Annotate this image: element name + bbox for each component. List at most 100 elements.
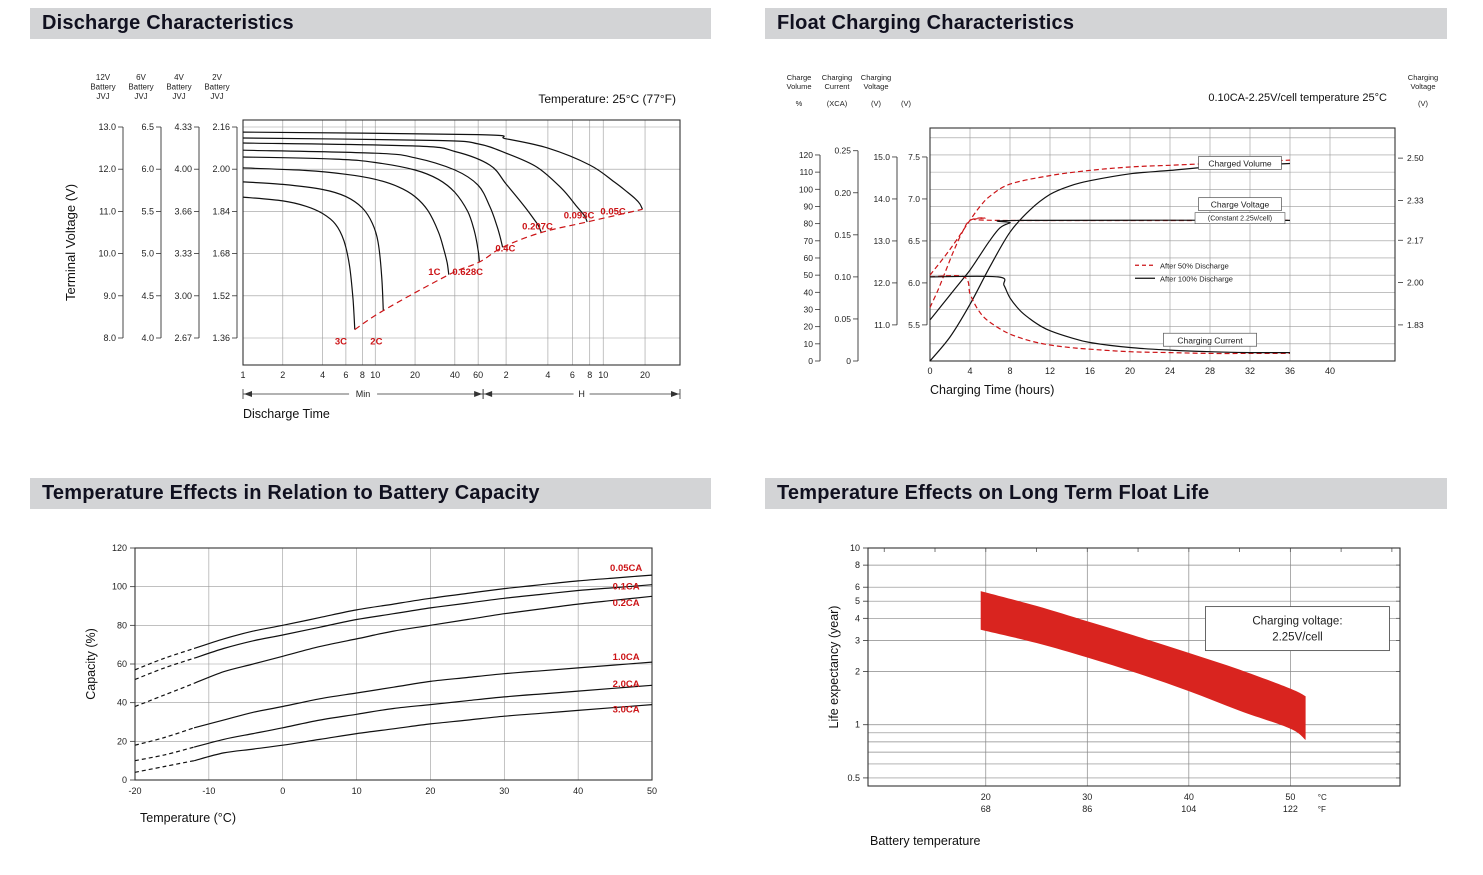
- curve-label-2.0CA: 2.0CA: [613, 679, 640, 690]
- series-label: Charging Current: [1177, 335, 1243, 345]
- y-tick-label: 15.0: [873, 152, 890, 162]
- x-tick-label: 40: [1325, 366, 1335, 376]
- x-tick-label-celsius: 20: [981, 792, 991, 802]
- y-tick-label: 80: [117, 620, 127, 630]
- label-box: [1198, 156, 1282, 170]
- y-tick-label: 8: [855, 560, 860, 570]
- celsius-unit-label: °C: [1318, 793, 1327, 802]
- x-tick-label-celsius: 50: [1285, 792, 1295, 802]
- float-charging-curves: Charged Volume Charge Voltage (Constant 2.…: [929, 156, 1291, 362]
- y-tick-label: 7.5: [908, 152, 920, 162]
- y-tick-label: 2.50: [1407, 153, 1424, 163]
- y-tick-label: 11.0: [874, 320, 890, 330]
- x-tick-label: 8: [1007, 366, 1012, 376]
- curve-0.1CA: [193, 584, 653, 659]
- x-tick-label: 10: [598, 370, 608, 380]
- x-tick-label: 16: [1085, 366, 1095, 376]
- arrowhead-left: [244, 391, 252, 397]
- y-axis-header: JVJ: [210, 92, 223, 101]
- y-tick-label: 4.33: [174, 122, 192, 132]
- y-tick-label: 120: [799, 150, 813, 160]
- y-tick-label: 0: [808, 356, 813, 366]
- x-tick-label: 50: [647, 786, 657, 796]
- y-tick-label: 12.0: [98, 164, 116, 174]
- y-tick-label: 2.00: [1407, 278, 1424, 288]
- y-tick-label: 2: [855, 667, 860, 677]
- axis-unit: (XCA): [827, 99, 848, 108]
- curve-charge-voltage-after-50pct-discharge: [929, 217, 1291, 308]
- arrow-label-bg: [349, 388, 378, 400]
- x-tick-label: 30: [499, 786, 509, 796]
- legend-label: After 100% Discharge: [1160, 274, 1233, 283]
- y-axis-header: 12V: [96, 73, 111, 82]
- x-tick-label: 6: [343, 370, 348, 380]
- y-tick-label: 4.0: [141, 333, 154, 343]
- x-tick-label: -10: [202, 786, 215, 796]
- y-axis-header: Battery: [204, 83, 229, 92]
- curve-label-0.628C: 0.628C: [452, 267, 483, 278]
- y-tick-label: 3.00: [174, 291, 192, 301]
- y-tick-label: 2.00: [212, 164, 230, 174]
- y-tick-label: 13.0: [98, 122, 116, 132]
- series-label: Charge Voltage: [1211, 200, 1270, 210]
- y-tick-label: 90: [804, 201, 814, 211]
- x-axis-title: Charging Time (hours): [930, 383, 1054, 397]
- curve-dashed-0.2CA: [134, 682, 195, 708]
- y-tick-label: 1.52: [212, 291, 230, 301]
- curve-label-0.1CA: 0.1CA: [613, 582, 640, 593]
- y-tick-label: 5.5: [141, 206, 154, 216]
- y-tick-label: 6.0: [908, 278, 920, 288]
- x-tick-label-celsius: 40: [1184, 792, 1194, 802]
- curve-3C: [242, 196, 356, 330]
- y-axis-header: 6V: [136, 73, 146, 82]
- curve-0.2CA: [193, 595, 653, 684]
- curve-charge-voltage-after-100pct-discharge: [929, 219, 1291, 321]
- panel-title: Float Charging Characteristics: [777, 12, 1075, 34]
- y-axis-header: Battery: [90, 83, 115, 92]
- capacity-curves: 0.05CA 0.1CA 0.2CA 1.0CA 2.0CA 3.0CA: [134, 563, 653, 773]
- x-tick-label: 12: [1045, 366, 1055, 376]
- y-tick-label: 14.0: [873, 194, 890, 204]
- curve-label-0.4C: 0.4C: [495, 244, 515, 255]
- arrowhead-left: [484, 391, 493, 397]
- panel-header-temp-float-life: Temperature Effects on Long Term Float L…: [765, 478, 1447, 509]
- y-axis-header: JVJ: [172, 92, 185, 101]
- x-tick-label: 40: [573, 786, 583, 796]
- y-tick-label: 6: [855, 582, 860, 592]
- y-tick-label: 70: [804, 236, 814, 246]
- y-tick-label: 0.10: [834, 272, 851, 282]
- plot-border: [929, 127, 1396, 362]
- y-tick-label: 6.5: [141, 122, 154, 132]
- axis-header: Voltage: [863, 82, 888, 91]
- x-axis-title: Temperature (°C): [140, 811, 236, 825]
- y-tick-label: 5.5: [908, 320, 920, 330]
- x-axis-title: Battery temperature: [870, 834, 981, 848]
- x-tick-label: 20: [425, 786, 435, 796]
- x-tick-label: 2: [504, 370, 509, 380]
- y-tick-label: 40: [117, 698, 127, 708]
- curve-0.05CA: [193, 574, 653, 650]
- y-tick-label: 2.33: [1407, 195, 1424, 205]
- label-box: [1198, 197, 1282, 212]
- curve-1.0CA: [193, 661, 653, 729]
- curve-charging-current-after-100pct-discharge: [929, 275, 1291, 354]
- y-tick-label: 4: [855, 613, 860, 623]
- curve-label-0.2CA: 0.2CA: [613, 598, 640, 609]
- curve-label-3.0CA: 3.0CA: [613, 704, 640, 715]
- panel-title: Discharge Characteristics: [42, 12, 294, 34]
- x-tick-label: 10: [370, 370, 380, 380]
- y-tick-label: 0.05: [834, 314, 851, 324]
- x-tick-label: 28: [1205, 366, 1215, 376]
- panel-title: Temperature Effects in Relation to Batte…: [42, 482, 540, 504]
- y-tick-label: 1: [855, 720, 860, 730]
- axis-header: Charging: [822, 73, 852, 82]
- y-axis-title: Terminal Voltage (V): [63, 184, 78, 301]
- y-tick-label: 100: [112, 582, 127, 592]
- y-tick-label: 30: [804, 304, 814, 314]
